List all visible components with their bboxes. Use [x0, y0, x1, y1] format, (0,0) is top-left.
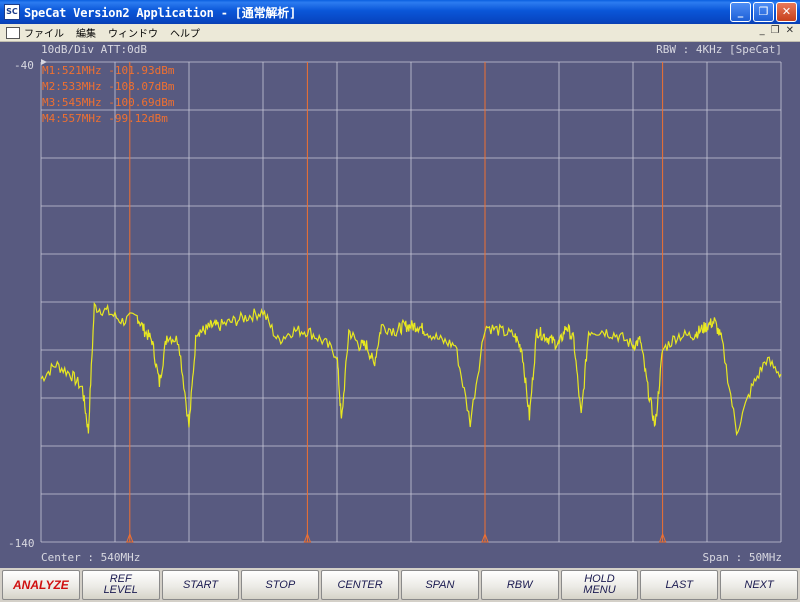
close-icon: ✕ [781, 5, 792, 18]
marker-readout-2: M2:533MHz -108.07dBm [42, 80, 175, 93]
mdi-restore-icon[interactable]: ❐ [770, 25, 780, 36]
menu-window[interactable]: ウィンドウ [108, 29, 158, 40]
span-label: Span : 50MHz [703, 551, 782, 564]
app-icon[interactable]: SC [4, 4, 20, 20]
menu-edit[interactable]: 編集 [76, 29, 96, 40]
restore-icon: ❐ [758, 5, 769, 18]
marker-triangle-icon [481, 532, 489, 543]
ref-level-button[interactable]: REF LEVEL [81, 570, 160, 600]
stop-button[interactable]: STOP [241, 570, 320, 600]
title-bar[interactable]: SC SpeCat Version2 Application - [通常解析] … [0, 0, 800, 24]
last-button[interactable]: LAST [640, 570, 719, 600]
center-button[interactable]: CENTER [321, 570, 399, 600]
marker-readout-3: M3:545MHz -100.69dBm [42, 96, 175, 109]
marker-triangle-icon [126, 532, 134, 543]
document-icon[interactable] [6, 26, 20, 39]
ref-bottom-label: -140 [8, 537, 35, 550]
start-button[interactable]: START [161, 570, 240, 600]
marker-triangle-icon [303, 532, 312, 543]
hold-menu-button[interactable]: HOLD MENU [560, 570, 639, 600]
analyze-button[interactable]: ANALYZE [2, 570, 80, 600]
spectrum-chart[interactable]: 10dB/Div ATT:0dB RBW : 4KHz [SpeCat] -40… [0, 42, 800, 568]
window-title: SpeCat Version2 Application - [通常解析] [24, 5, 296, 20]
minimize-button[interactable]: _ [730, 2, 751, 22]
mdi-minimize-icon[interactable]: _ [759, 25, 765, 36]
marker-triangle-icon [658, 532, 667, 543]
softkey-bar: ANALYZE REF LEVEL START STOP CENTER SPAN… [0, 568, 800, 602]
next-button[interactable]: NEXT [720, 570, 798, 600]
marker-readout-1: M1:521MHz -101.93dBm [42, 64, 175, 77]
ref-arrow-icon [41, 59, 47, 65]
grid [40, 61, 782, 543]
mdi-close-icon[interactable]: ✕ [785, 25, 794, 36]
scale-label: 10dB/Div ATT:0dB [41, 43, 147, 56]
menu-file[interactable]: ファイル [24, 29, 64, 40]
spectrum-trace [40, 301, 782, 437]
menu-help[interactable]: ヘルプ [170, 29, 200, 40]
rbw-button[interactable]: RBW [480, 570, 559, 600]
center-label: Center : 540MHz [41, 551, 140, 564]
restore-button[interactable]: ❐ [753, 2, 774, 22]
marker-lines [126, 62, 667, 543]
menu-bar: ファイル 編集 ウィンドウ ヘルプ _ ❐ ✕ [0, 24, 800, 42]
rbw-label: RBW : 4KHz [SpeCat] [656, 43, 782, 56]
span-button[interactable]: SPAN [400, 570, 479, 600]
close-button[interactable]: ✕ [776, 2, 797, 22]
spectrum-display[interactable]: 10dB/Div ATT:0dB RBW : 4KHz [SpeCat] -40… [0, 42, 800, 568]
marker-readout-4: M4:557MHz -99.12dBm [42, 112, 168, 125]
ref-top-label: -40 [14, 59, 34, 72]
minimize-icon: _ [737, 5, 744, 18]
